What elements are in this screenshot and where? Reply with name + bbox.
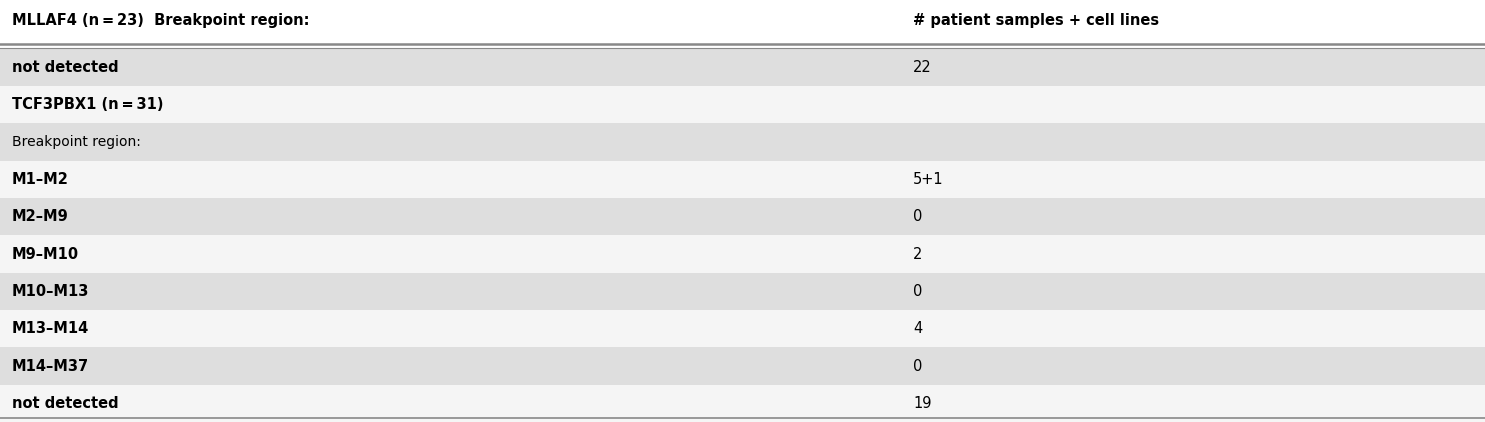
Text: 22: 22 (913, 60, 933, 75)
Text: Breakpoint region:: Breakpoint region: (12, 135, 141, 149)
Bar (0, 273, 1485, 310)
Text: 0: 0 (913, 284, 922, 299)
Text: M13–M14: M13–M14 (12, 321, 89, 336)
Text: # patient samples + cell lines: # patient samples + cell lines (913, 13, 1160, 28)
Bar (0, 0, 1485, 49)
Bar (0, 198, 1485, 235)
Text: TCF3PBX1 (n = 31): TCF3PBX1 (n = 31) (12, 97, 163, 112)
Text: M2–M9: M2–M9 (12, 209, 68, 224)
Bar (0, 347, 1485, 385)
Text: MLLAF4 (n = 23)  Breakpoint region:: MLLAF4 (n = 23) Breakpoint region: (12, 13, 309, 28)
Text: 4: 4 (913, 321, 922, 336)
Text: 2: 2 (913, 246, 922, 262)
Bar (0, 49, 1485, 86)
Text: M1–M2: M1–M2 (12, 172, 68, 187)
Bar (0, 161, 1485, 198)
Text: M10–M13: M10–M13 (12, 284, 89, 299)
Text: not detected: not detected (12, 60, 119, 75)
Text: M14–M37: M14–M37 (12, 359, 89, 373)
Text: 0: 0 (913, 359, 922, 373)
Text: M9–M10: M9–M10 (12, 246, 79, 262)
Text: 0: 0 (913, 209, 922, 224)
Bar (0, 235, 1485, 273)
Text: 19: 19 (913, 396, 931, 411)
Bar (0, 123, 1485, 161)
Bar (0, 86, 1485, 123)
Text: not detected: not detected (12, 396, 119, 411)
Text: 5+1: 5+1 (913, 172, 944, 187)
Bar (0, 310, 1485, 347)
Bar (0, 385, 1485, 422)
